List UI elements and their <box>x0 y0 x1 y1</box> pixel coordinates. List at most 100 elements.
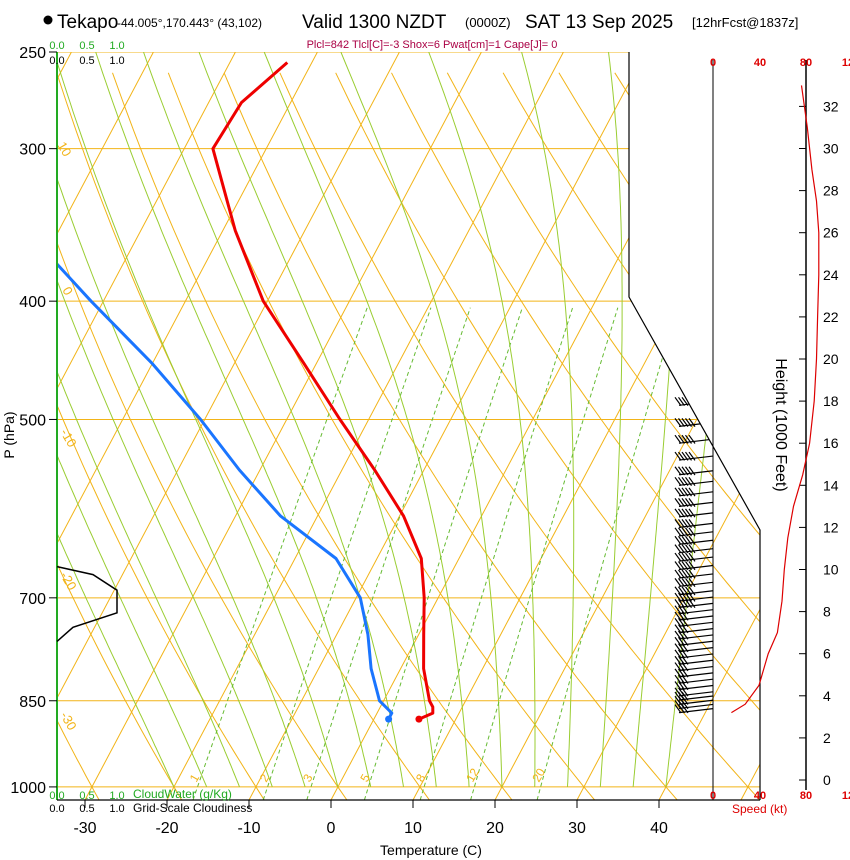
wind-barb-feather <box>681 544 689 554</box>
theta-label: 20 <box>685 384 712 411</box>
dry-adiabat-line <box>57 72 265 800</box>
wind-barb-feather <box>688 586 696 596</box>
wind-barb-feather <box>685 434 692 444</box>
wind-barb-feather <box>678 519 685 529</box>
wind-barb-staff <box>678 127 714 133</box>
height-tick-label: 22 <box>823 309 839 325</box>
wind-barb-staff <box>678 634 714 640</box>
wind-barb-feather <box>688 527 696 537</box>
wind-barb-feather <box>688 451 696 461</box>
wind-barb <box>674 234 714 244</box>
wind-barb-staff <box>678 202 714 209</box>
mixing-ratio-line <box>536 307 678 800</box>
wind-barb-feather <box>681 527 689 537</box>
dry-adiabat-lines <box>57 72 760 800</box>
wind-barb-feather <box>674 704 682 714</box>
x-tick-label: 10 <box>404 820 422 837</box>
cloudiness-tick-top: 0.0 <box>49 55 64 67</box>
wind-barb-feather <box>678 586 685 596</box>
height-tick-label: 28 <box>823 183 839 199</box>
wind-barb-feather <box>681 295 689 305</box>
dry-adiabat-line <box>614 72 760 800</box>
mixing-ratio-line <box>192 307 368 800</box>
wind-barb-feather <box>685 295 692 305</box>
wind-barb-feather <box>678 535 685 545</box>
p-tick-label: 700 <box>19 591 46 608</box>
wind-barb-feather <box>681 552 689 562</box>
mixing-ratio-line <box>363 307 523 800</box>
height-tick-label: 32 <box>823 98 839 114</box>
wind-barb-feather <box>674 592 682 602</box>
wind-barb-feather <box>681 346 689 356</box>
speed-tick-label-bottom: 0 <box>710 790 716 802</box>
theta-label: 30 <box>727 464 754 491</box>
wind-barb-feather <box>685 544 692 554</box>
wind-barb-feather <box>674 662 682 672</box>
wind-barb <box>674 569 714 579</box>
wind-barb <box>674 295 714 305</box>
height-tick-label: 6 <box>823 646 831 662</box>
cloudiness-tick-bottom: 0.0 <box>49 803 64 815</box>
wind-barb <box>674 544 714 554</box>
wind-barb-feather <box>674 695 682 705</box>
isotherm-line <box>494 52 760 800</box>
wind-barb-feather <box>678 123 685 133</box>
wind-barb-feather <box>681 577 689 587</box>
utc-time: (0000Z) <box>465 15 511 30</box>
wind-barb-feather <box>678 552 685 562</box>
wind-barb-feather <box>688 544 696 554</box>
moist-adiabat-line <box>599 52 623 787</box>
wind-barb-feather <box>688 599 696 609</box>
wind-barb-feather <box>674 89 682 99</box>
cloud-water-tick-top: 0.5 <box>79 40 94 52</box>
wind-barb-feather <box>688 508 696 518</box>
x-axis-title: Temperature (C) <box>380 842 482 858</box>
wind-barb-feather <box>685 487 692 497</box>
speed-tick-label-top: 12 <box>842 57 850 69</box>
height-tick-label: 14 <box>823 477 839 493</box>
station-dot-icon <box>43 15 53 25</box>
wind-barb-feather <box>674 199 682 209</box>
wind-barb-feather <box>681 321 689 331</box>
mixing-ratio-lines <box>192 307 678 800</box>
wind-barb-feather <box>685 569 692 579</box>
wind-barb <box>674 199 714 209</box>
wind-barb-feather <box>685 321 692 331</box>
p-tick-label: 300 <box>19 142 46 159</box>
wind-barb-feather <box>685 552 692 562</box>
wind-barb-staff <box>678 573 714 579</box>
wind-barb-feather <box>674 295 682 305</box>
wind-barb-staff <box>678 375 714 381</box>
height-tick-label: 12 <box>823 519 839 535</box>
valid-time: Valid 1300 NZDT <box>302 12 447 33</box>
height-tick-label: 0 <box>823 772 831 788</box>
wind-barb-staff <box>678 581 714 587</box>
cloud-water-tick-bottom: 1.0 <box>109 790 124 802</box>
wind-barb-staff <box>678 678 714 684</box>
wind-barb-feather <box>685 535 692 545</box>
height-tick-label: 4 <box>823 688 831 704</box>
wind-barb <box>674 346 714 356</box>
wind-barb-staff <box>678 438 714 444</box>
wind-barb-feather <box>681 497 689 508</box>
isotherm-line <box>248 52 646 800</box>
mixing-ratio-label: 12 <box>463 766 482 785</box>
wind-barb-staff <box>678 699 714 705</box>
moist-adiabat-line <box>428 52 536 787</box>
wind-barb-feather <box>674 617 682 627</box>
wind-barb-feather <box>681 487 689 497</box>
dry-adiabat-line <box>279 72 760 800</box>
wind-barb-feather <box>681 451 689 461</box>
wind-barb-feather <box>674 561 682 571</box>
wind-barb-staff <box>678 491 714 497</box>
wind-barb-feather <box>678 234 685 244</box>
wind-barb-staff <box>678 299 714 305</box>
wind-barb-feather <box>688 487 696 497</box>
wind-barb-feather <box>688 519 696 529</box>
wind-barb-feather <box>678 569 685 579</box>
wind-barb-feather <box>681 161 689 171</box>
wind-barb <box>674 552 714 562</box>
speed-tick-label-bottom: 80 <box>800 790 812 802</box>
wind-barb-feather <box>678 89 685 99</box>
height-tick-label: 2 <box>823 730 831 746</box>
